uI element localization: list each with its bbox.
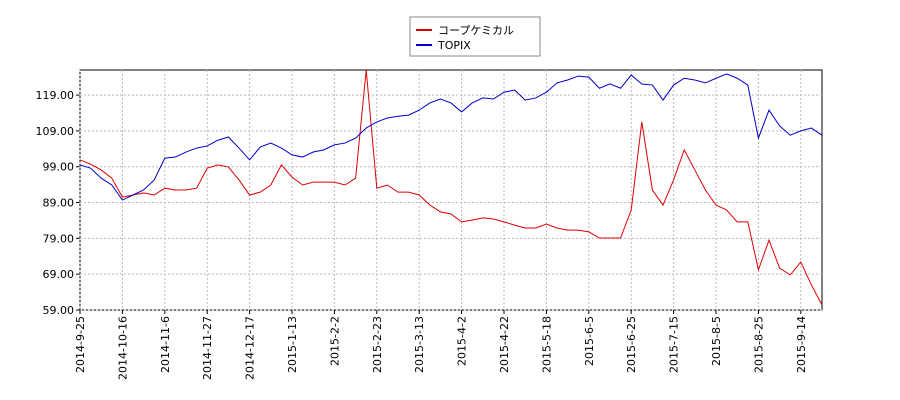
x-tick-label: 2015-1-13 [286, 316, 299, 373]
x-tick-label: 2015-4-2 [456, 316, 469, 366]
y-tick-label: 109.00 [36, 125, 75, 138]
x-tick-label: 2015-9-14 [795, 316, 808, 373]
x-tick-label: 2014-12-17 [244, 316, 257, 380]
y-tick-label: 89.00 [43, 197, 75, 210]
series-line [79, 73, 823, 201]
x-tick-label: 2014-10-16 [116, 316, 129, 380]
x-tick-label: 2015-3-13 [413, 316, 426, 373]
legend-box [409, 16, 541, 57]
series-line [79, 69, 823, 306]
legend-label: コープケミカル [438, 24, 514, 37]
y-tick-label: 99.00 [43, 161, 75, 174]
x-tick-label: 2014-11-6 [159, 316, 172, 373]
y-tick-label: 119.00 [36, 89, 75, 102]
x-tick-label: 2015-7-15 [668, 316, 681, 373]
y-tick-label: 69.00 [43, 268, 75, 281]
x-tick-label: 2015-6-5 [583, 316, 596, 366]
y-tick-label: 79.00 [43, 232, 75, 245]
y-tick-label: 59.00 [43, 304, 75, 317]
x-tick-label: 2015-5-18 [540, 316, 553, 373]
x-tick-label: 2015-2-23 [371, 316, 384, 373]
x-tick-label: 2014-11-27 [201, 316, 214, 380]
plot-frame [79, 69, 823, 311]
x-tick-label: 2015-8-25 [752, 316, 765, 373]
x-tick-label: 2015-6-25 [625, 316, 638, 373]
x-tick-label: 2015-8-5 [710, 316, 723, 366]
x-tick-label: 2015-2-2 [328, 316, 341, 366]
x-tick-label: 2015-4-22 [498, 316, 511, 373]
x-tick-label: 2014-9-25 [74, 316, 87, 373]
legend-label: TOPIX [437, 39, 471, 52]
